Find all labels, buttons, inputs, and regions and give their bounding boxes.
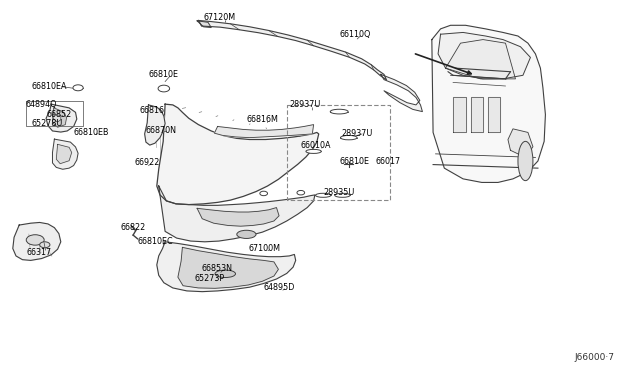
Text: 66317: 66317 — [27, 248, 52, 257]
Text: 65273P: 65273P — [195, 274, 225, 283]
Polygon shape — [432, 25, 545, 182]
Text: 67100M: 67100M — [248, 244, 280, 253]
Polygon shape — [157, 242, 296, 292]
Text: 64895D: 64895D — [264, 283, 295, 292]
Polygon shape — [197, 21, 211, 28]
Text: 66110Q: 66110Q — [339, 30, 371, 39]
Circle shape — [73, 85, 83, 91]
Circle shape — [260, 191, 268, 196]
Text: 66810EB: 66810EB — [74, 128, 109, 137]
Text: 28937U: 28937U — [289, 100, 321, 109]
Text: 66922: 66922 — [134, 158, 160, 167]
Ellipse shape — [335, 193, 350, 197]
Text: 66816: 66816 — [140, 106, 164, 115]
Polygon shape — [159, 186, 315, 242]
Ellipse shape — [215, 270, 236, 278]
Polygon shape — [52, 115, 61, 122]
Polygon shape — [13, 222, 61, 260]
Ellipse shape — [306, 150, 321, 153]
Circle shape — [158, 85, 170, 92]
Polygon shape — [381, 74, 422, 112]
Text: 66853N: 66853N — [202, 264, 232, 273]
Polygon shape — [488, 97, 500, 132]
Polygon shape — [508, 129, 533, 157]
Polygon shape — [52, 108, 67, 127]
Polygon shape — [470, 97, 483, 132]
Circle shape — [297, 190, 305, 195]
Text: 66810E: 66810E — [339, 157, 369, 166]
Text: 66852: 66852 — [46, 110, 71, 119]
Polygon shape — [445, 39, 515, 79]
Polygon shape — [56, 144, 72, 164]
Text: 66017: 66017 — [375, 157, 400, 166]
Text: 28937U: 28937U — [342, 129, 373, 138]
Ellipse shape — [340, 135, 357, 140]
Polygon shape — [197, 208, 279, 226]
Polygon shape — [52, 139, 78, 169]
Text: 67120M: 67120M — [204, 13, 236, 22]
Polygon shape — [453, 97, 465, 132]
Text: 66010A: 66010A — [301, 141, 332, 150]
Polygon shape — [46, 104, 77, 132]
Text: 64894Q: 64894Q — [26, 100, 57, 109]
Polygon shape — [214, 125, 314, 138]
Text: 66810E: 66810E — [148, 70, 179, 79]
Ellipse shape — [237, 230, 256, 238]
Polygon shape — [438, 32, 531, 79]
Text: 66816M: 66816M — [246, 115, 278, 124]
Text: 66810EA: 66810EA — [32, 82, 67, 91]
Text: 66822: 66822 — [120, 223, 145, 232]
Polygon shape — [198, 20, 387, 80]
Text: 66810EC: 66810EC — [138, 237, 173, 246]
Polygon shape — [178, 247, 278, 288]
Text: J66000·7: J66000·7 — [575, 353, 614, 362]
Polygon shape — [145, 105, 165, 145]
Circle shape — [40, 242, 50, 248]
Circle shape — [26, 235, 44, 245]
Text: 66870N: 66870N — [146, 126, 177, 135]
Ellipse shape — [330, 109, 348, 114]
Polygon shape — [157, 104, 319, 205]
Text: 28935U: 28935U — [323, 188, 355, 197]
Text: 65278U: 65278U — [32, 119, 63, 128]
Ellipse shape — [518, 141, 533, 181]
Ellipse shape — [316, 193, 331, 197]
